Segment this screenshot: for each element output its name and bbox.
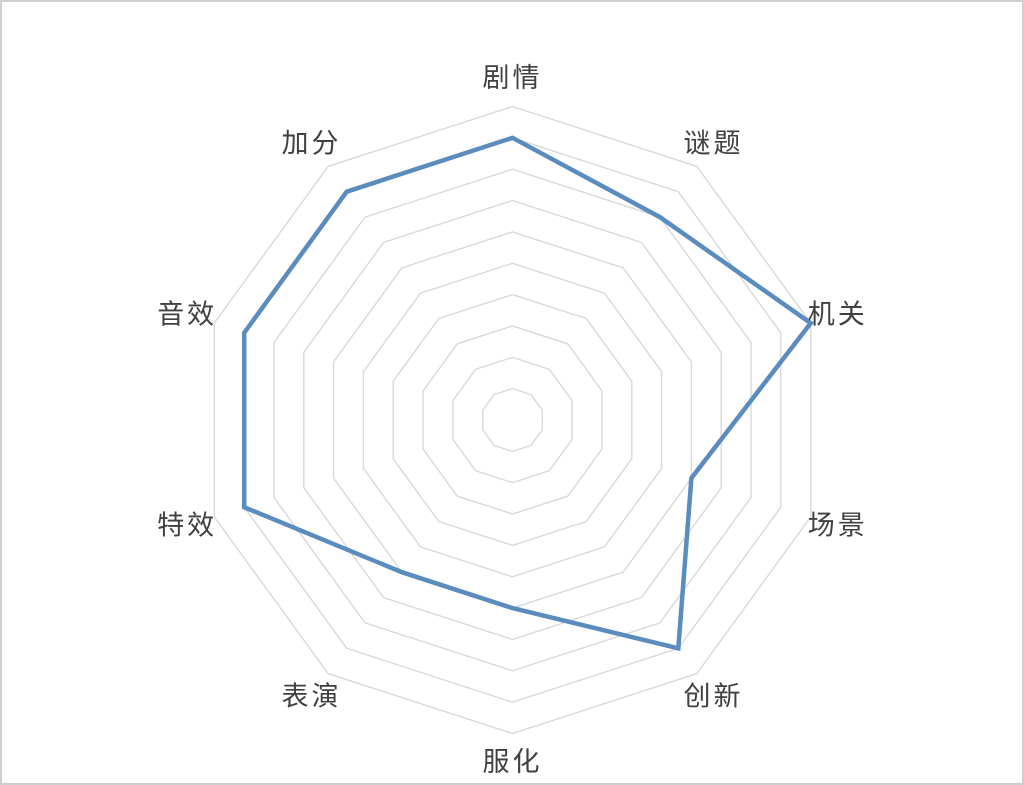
axis-label-2: 机关 xyxy=(808,299,868,330)
grid-ring-3 xyxy=(422,325,603,515)
grid-ring-1 xyxy=(482,387,543,453)
axis-label-8: 音效 xyxy=(157,299,217,330)
grid-ring-7 xyxy=(303,199,722,641)
axis-label-9: 加分 xyxy=(282,128,342,159)
data-polygon xyxy=(241,135,814,652)
axis-label-5: 服化 xyxy=(483,747,543,778)
grid-ring-5 xyxy=(362,262,663,578)
axis-label-6: 表演 xyxy=(282,682,342,713)
grid-ring-6 xyxy=(332,231,693,609)
axis-label-7: 特效 xyxy=(157,511,217,542)
grid-ring-8 xyxy=(273,168,752,672)
grid-ring-2 xyxy=(452,356,573,484)
axis-label-1: 谜题 xyxy=(684,128,744,159)
axis-label-3: 场景 xyxy=(808,511,868,542)
axis-label-0: 剧情 xyxy=(483,63,543,94)
axis-label-4: 创新 xyxy=(684,682,744,713)
grid-ring-10 xyxy=(213,105,812,735)
grid-ring-4 xyxy=(392,293,633,547)
